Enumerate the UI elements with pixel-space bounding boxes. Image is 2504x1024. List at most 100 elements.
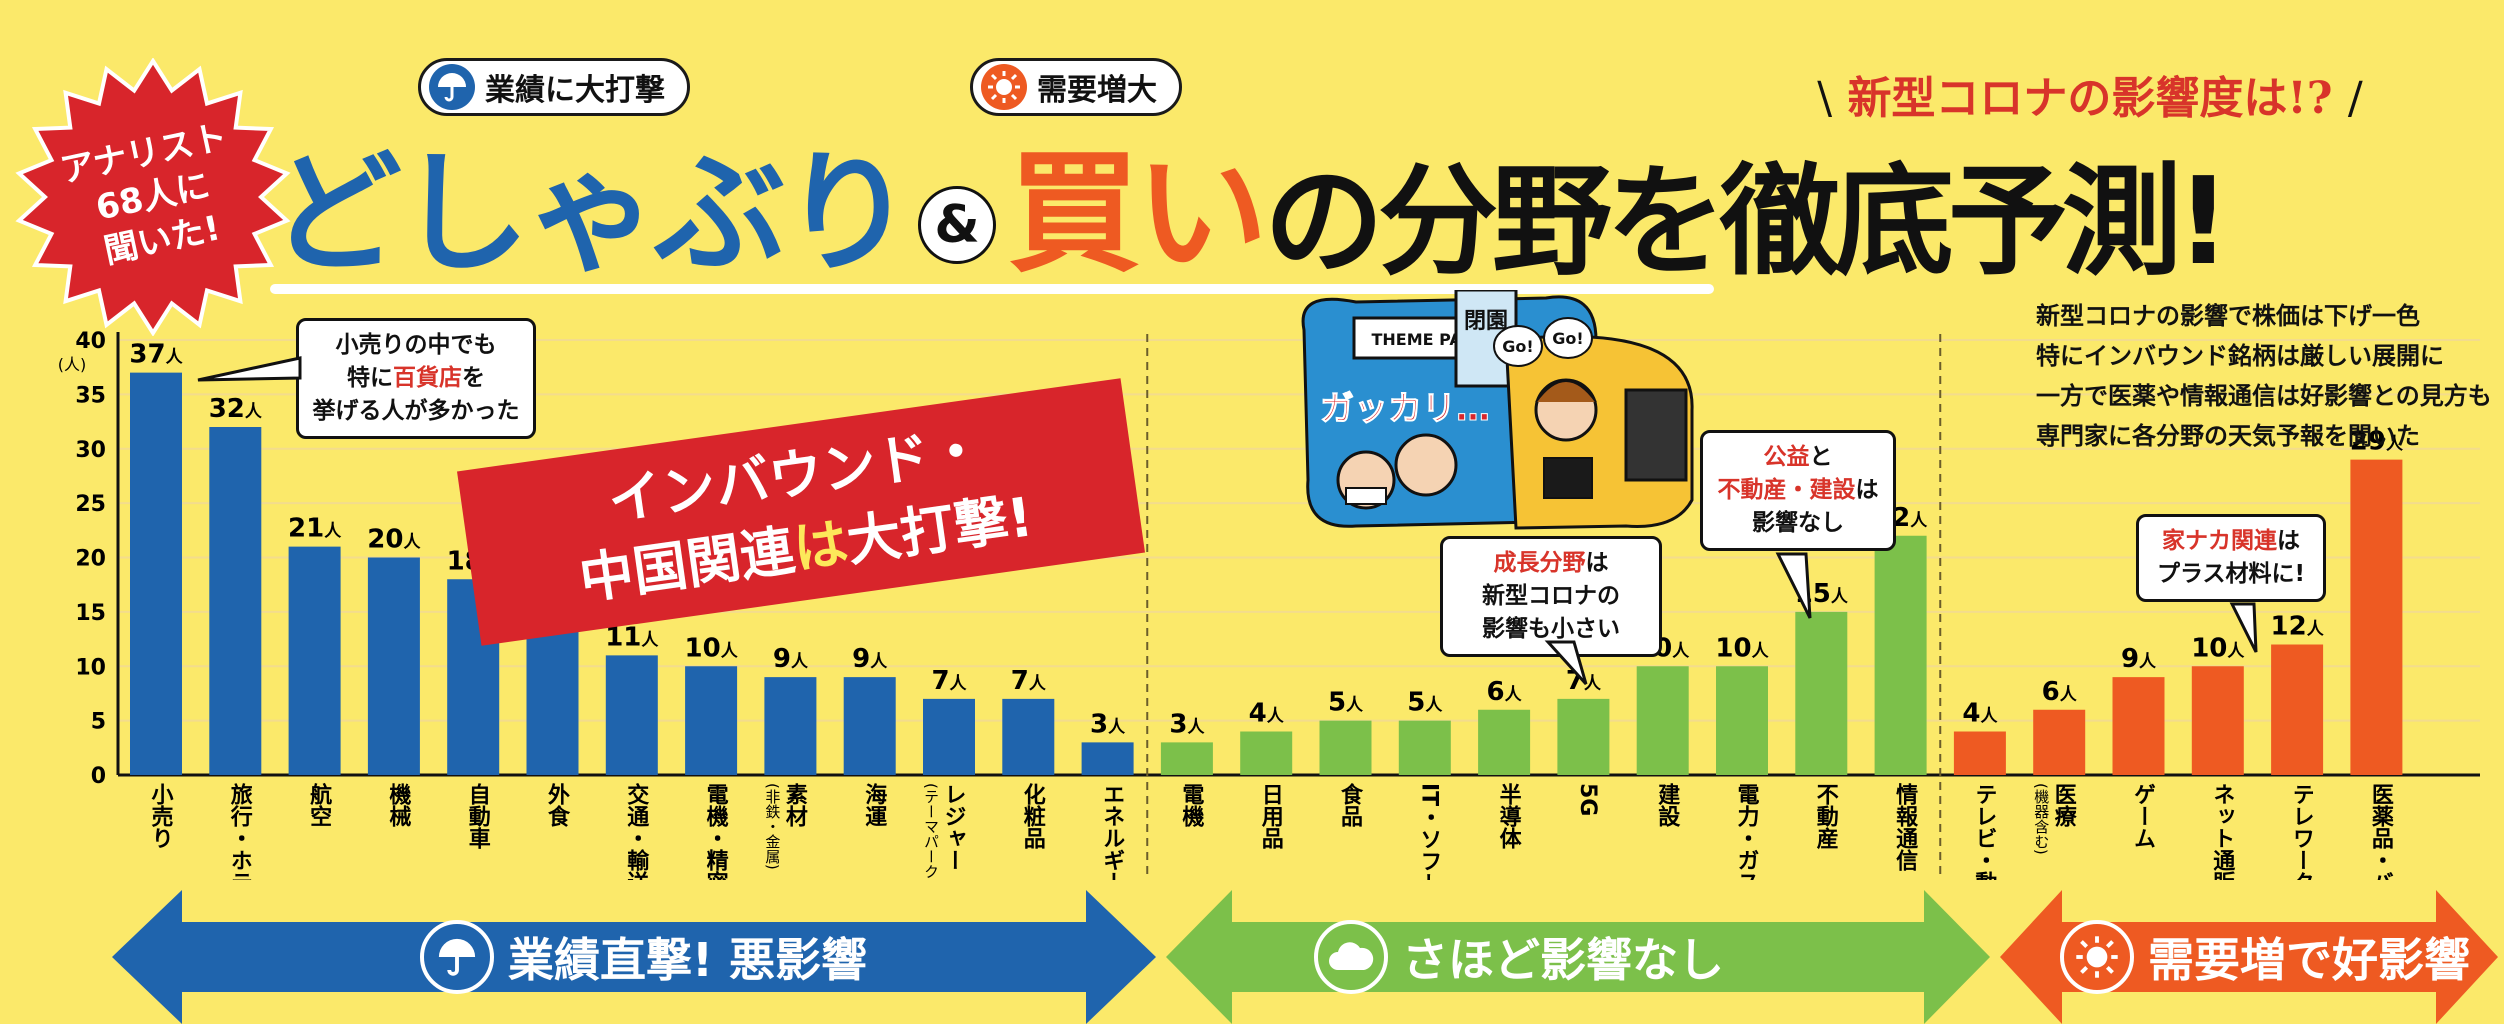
arrow-right-text: 需要増で好影響 bbox=[2148, 933, 2470, 987]
starburst-badge bbox=[15, 58, 291, 336]
pill-blue-label: 業績に大打撃 bbox=[485, 73, 665, 108]
bar-value-label: 4人 bbox=[1962, 699, 1998, 729]
arrow-middle-text: さほど影響なし bbox=[1402, 933, 1724, 987]
title-kai: 買い bbox=[1008, 137, 1268, 291]
y-tick-label: 10 bbox=[75, 655, 106, 680]
bubble-utilities-line-1: 公益と bbox=[1763, 444, 1833, 470]
bar bbox=[1557, 698, 1610, 775]
x-category-label: 外食 bbox=[544, 782, 570, 828]
y-tick-label: 25 bbox=[75, 492, 106, 517]
bar bbox=[1716, 666, 1768, 775]
pill-demand-increase: 需要増大 bbox=[970, 58, 1182, 116]
title-rest: の分野を徹底予測! bbox=[1264, 153, 2231, 292]
bar-value-label: 21人 bbox=[288, 514, 342, 544]
bubble-utilities-line-2: 不動産・建設は bbox=[1717, 477, 1879, 503]
bubble-home-line-1: 家ナカ関連は bbox=[2162, 528, 2300, 554]
x-category-label: ネット通販 bbox=[2209, 783, 2235, 880]
bar bbox=[605, 655, 658, 775]
bar bbox=[209, 427, 262, 775]
bar bbox=[1953, 731, 2006, 775]
bar bbox=[1874, 535, 1927, 775]
bar bbox=[764, 677, 817, 775]
sun-icon bbox=[981, 64, 1027, 110]
arrow-negative-label: 業績直撃! 悪影響 bbox=[420, 920, 867, 994]
arrow-left-text: 業績直撃! 悪影響 bbox=[508, 933, 867, 987]
bar bbox=[2350, 459, 2403, 775]
pill-orange-label: 需要増大 bbox=[1037, 73, 1157, 108]
umbrella-icon bbox=[420, 920, 494, 994]
x-category-label: 医薬品・バイオ bbox=[2368, 783, 2394, 880]
x-category-label: 交通・輸送 bbox=[623, 782, 649, 880]
x-category-label: IT・ソフトウェア bbox=[1416, 783, 1441, 880]
cloud-icon bbox=[1314, 920, 1388, 994]
bar-value-label: 7人 bbox=[931, 666, 967, 696]
bar bbox=[1478, 709, 1531, 775]
bar bbox=[367, 557, 420, 775]
x-category-label: 半導体 bbox=[1496, 783, 1522, 849]
x-category-label: 医療 bbox=[2051, 783, 2077, 827]
bar-value-label: 10人 bbox=[685, 633, 739, 663]
y-tick-label: 40 bbox=[75, 329, 106, 354]
bar-value-label: 4人 bbox=[1249, 699, 1285, 729]
bar-value-label: 5人 bbox=[1328, 688, 1364, 718]
x-category-label: 機械 bbox=[385, 783, 411, 827]
x-category-label: 小売り bbox=[148, 783, 174, 849]
subtitle: \ 新型コロナの影響度は!? / bbox=[1740, 62, 2440, 126]
x-category-label: レジャー bbox=[941, 783, 966, 871]
bar bbox=[288, 546, 341, 775]
subtitle-text: 新型コロナの影響度は!? bbox=[1847, 73, 2333, 124]
bar bbox=[526, 622, 579, 775]
note-line-2: 特にインバウンド銘柄は厳しい展開に bbox=[2036, 342, 2444, 370]
bar bbox=[1398, 720, 1451, 775]
note-line-4: 専門家に各分野の天気予報を聞いた bbox=[2036, 422, 2420, 450]
bar bbox=[1636, 666, 1689, 775]
sun-icon bbox=[2060, 920, 2134, 994]
bar-value-label: 32人 bbox=[209, 394, 263, 424]
bubble-utilities: 公益と 不動産・建設は 影響なし bbox=[1700, 430, 1896, 551]
bar bbox=[2191, 666, 2244, 775]
bubble-growth-line-1: 成長分野は bbox=[1493, 550, 1609, 576]
bar-value-label: 9人 bbox=[2121, 644, 2157, 674]
y-unit-label: (人) bbox=[58, 355, 87, 374]
bar-value-label: 3人 bbox=[1169, 709, 1205, 739]
x-category-label: 5G bbox=[1575, 783, 1600, 816]
x-category-label: 建設 bbox=[1654, 783, 1680, 828]
x-category-label: テレワーク bbox=[2289, 783, 2314, 880]
bubble-home-line-2: プラス材料に! bbox=[2156, 561, 2306, 587]
x-category-label: 自動車 bbox=[465, 782, 491, 850]
x-category-label: テレビ・動画 bbox=[1971, 783, 1997, 880]
bar-value-label: 7人 bbox=[1011, 666, 1047, 696]
y-tick-label: 20 bbox=[75, 547, 106, 572]
x-category-label: 不動産 bbox=[1813, 783, 1839, 850]
bar-value-label: 9人 bbox=[773, 644, 809, 674]
arrow-positive bbox=[2000, 890, 2498, 1024]
note-line-3: 一方で医薬や情報通信は好影響との見方も bbox=[2036, 382, 2492, 410]
bar bbox=[1081, 742, 1134, 775]
y-tick-label: 5 bbox=[91, 710, 106, 735]
bar-value-label: 37人 bbox=[129, 340, 183, 370]
bar bbox=[1319, 720, 1372, 775]
arrow-neutral bbox=[1166, 890, 1990, 1024]
bubble-growth: 成長分野は 新型コロナの 影響も小さい bbox=[1440, 536, 1662, 657]
bar-value-label: 7人 bbox=[1566, 666, 1602, 696]
x-category-label: 化粧品 bbox=[1020, 782, 1046, 849]
y-tick-label: 15 bbox=[75, 601, 106, 626]
subtitle-left-mark: \ bbox=[1817, 73, 1833, 124]
door-text: 閉園 bbox=[1464, 309, 1508, 334]
bar-value-label: 6人 bbox=[2042, 677, 2078, 707]
bar bbox=[1002, 698, 1055, 775]
note-line-1: 新型コロナの影響で株価は下げ一色 bbox=[2036, 302, 2420, 330]
arrow-negative bbox=[112, 890, 1156, 1024]
y-tick-label: 30 bbox=[75, 438, 106, 463]
title-underline bbox=[270, 284, 1714, 294]
x-category-label: 日用品 bbox=[1258, 783, 1284, 849]
bubble-retail-line-3: 挙げる人が多かった bbox=[312, 398, 520, 424]
arrow-positive-label: 需要増で好影響 bbox=[2060, 920, 2470, 994]
x-category-label: 情報通信 bbox=[1892, 782, 1918, 871]
gakkari-text: ガッカリ… bbox=[1320, 389, 1490, 429]
x-category-label: 素材 bbox=[782, 782, 808, 828]
bar bbox=[2033, 709, 2086, 775]
bar-value-label: 9人 bbox=[852, 644, 888, 674]
bar-value-label: 12人 bbox=[2271, 612, 2325, 642]
